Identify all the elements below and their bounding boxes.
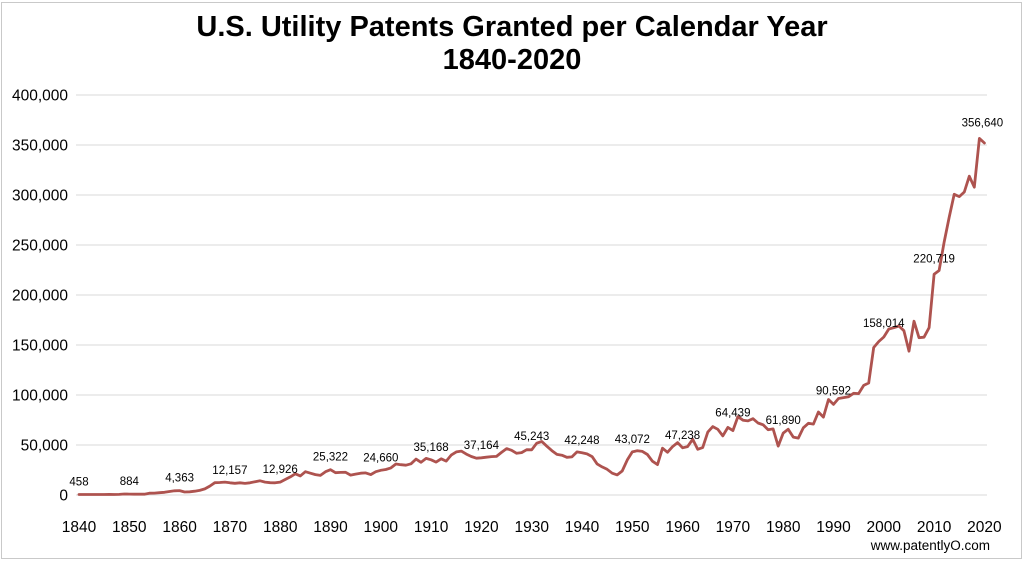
x-axis-tick-label: 1930 [514,519,549,536]
data-point-label: 64,439 [715,408,750,420]
x-axis-tick-label: 1950 [615,519,650,536]
data-point-label: 47,238 [665,430,700,442]
chart-title: U.S. Utility Patents Granted per Calenda… [196,11,828,43]
chart-title-block: U.S. Utility Patents Granted per Calenda… [0,11,1024,77]
x-axis-tick-label: 1840 [62,519,97,536]
data-point-label: 220,719 [913,253,955,265]
data-point-label: 43,072 [615,434,650,446]
y-axis-tick-label: 200,000 [12,288,68,305]
data-point-label: 356,640 [962,117,1004,129]
x-axis-tick-label: 1980 [766,519,801,536]
data-point-label: 61,890 [766,415,801,427]
x-axis-tick-label: 1910 [414,519,449,536]
y-axis-tick-label: 250,000 [12,238,68,255]
y-axis-tick-label: 150,000 [12,338,68,355]
x-axis-tick-label: 1850 [112,519,147,536]
x-axis-tick-label: 1920 [464,519,499,536]
x-axis-tick-label: 1960 [665,519,700,536]
data-point-label: 158,014 [863,318,905,330]
y-axis-tick-label: 100,000 [12,388,68,405]
data-point-label: 458 [69,477,88,489]
y-axis-tick-label: 400,000 [12,88,68,105]
data-point-label: 24,660 [363,452,398,464]
data-point-label: 42,248 [564,435,599,447]
y-axis-tick-label: 50,000 [21,438,69,455]
data-point-label: 25,322 [313,452,348,464]
data-point-label: 12,157 [212,465,247,477]
x-axis-tick-label: 1900 [364,519,399,536]
x-axis-tick-label: 2020 [967,519,1002,536]
x-axis-tick-label: 1880 [263,519,298,536]
x-axis-tick-label: 1970 [716,519,751,536]
y-axis-tick-label: 0 [59,488,68,505]
data-point-label: 4,363 [165,473,194,485]
y-axis-tick-label: 350,000 [12,138,68,155]
x-axis-tick-label: 2010 [917,519,952,536]
data-point-label: 37,164 [464,440,500,452]
x-axis-tick-label: 2000 [867,519,902,536]
data-series-line [77,136,986,496]
data-point-label: 12,926 [263,464,298,476]
chart-subtitle: 1840-2020 [442,44,582,76]
watermark-text: www.patentlyO.com [870,538,990,553]
y-axis-tick-label: 300,000 [12,188,68,205]
x-axis-tick-label: 1870 [213,519,248,536]
data-point-label: 45,243 [514,431,549,443]
x-axis-tick-label: 1890 [313,519,348,536]
x-axis-tick-label: 1940 [565,519,600,536]
data-point-label: 884 [120,476,140,488]
x-axis-tick-label: 1860 [162,519,197,536]
data-point-label: 90,592 [816,385,851,397]
data-point-label: 35,168 [414,442,449,454]
x-axis-tick-label: 1990 [816,519,851,536]
